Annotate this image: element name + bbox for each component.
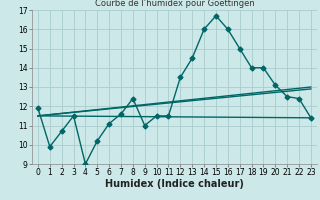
X-axis label: Humidex (Indice chaleur): Humidex (Indice chaleur) bbox=[105, 179, 244, 189]
Title: Courbe de l’humidex pour Goettingen: Courbe de l’humidex pour Goettingen bbox=[94, 0, 254, 8]
